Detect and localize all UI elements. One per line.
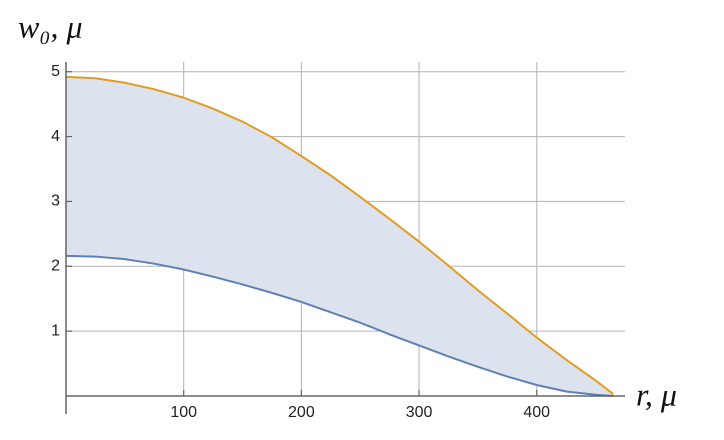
x-tick-label: 300 bbox=[406, 404, 433, 421]
x-tick-label: 100 bbox=[170, 404, 197, 421]
line-series bbox=[65, 75, 614, 395]
x-tick-label: 200 bbox=[288, 404, 315, 421]
line-series bbox=[65, 254, 614, 397]
x-tick-label: 400 bbox=[523, 404, 550, 421]
y-tick-label: 3 bbox=[51, 193, 60, 210]
x-axis-title: r, μ bbox=[636, 376, 677, 412]
plot-area bbox=[65, 75, 614, 397]
y-tick-label: 5 bbox=[51, 63, 60, 80]
axes: 100 200 300 400 1 2 3 4 5 bbox=[51, 62, 625, 421]
y-axis-title: w₀, μ bbox=[18, 8, 83, 44]
y-tick-label: 1 bbox=[51, 322, 60, 339]
y-tick-label: 4 bbox=[51, 128, 60, 145]
y-tick-label: 2 bbox=[51, 258, 60, 275]
band-fill bbox=[66, 76, 614, 396]
